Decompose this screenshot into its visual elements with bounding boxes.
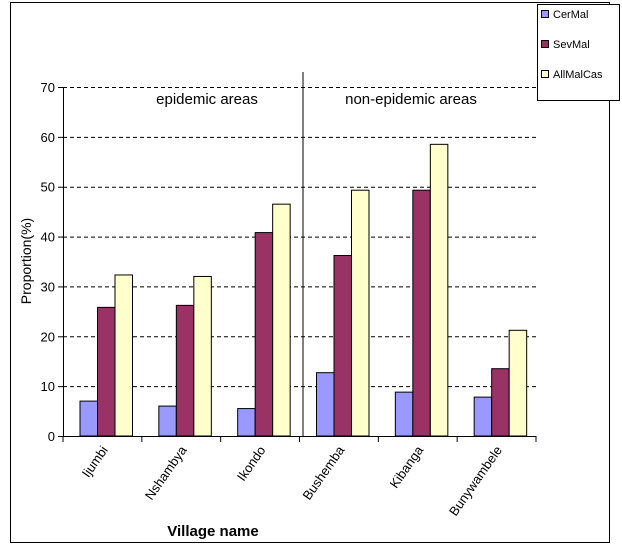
y-tick-label: 40 — [41, 230, 55, 245]
legend-swatch-allmalcas — [541, 70, 549, 78]
bar-cermal-nshambya — [158, 405, 177, 437]
bar-cermal-bushemba — [316, 372, 335, 437]
bar-cermal-ikondo — [237, 408, 256, 437]
bar-allmalcas-bunywambele — [508, 329, 528, 437]
legend-label-cermal: CerMal — [553, 9, 588, 21]
y-tick-label: 0 — [48, 429, 55, 444]
y-tick-label: 50 — [41, 180, 55, 195]
bar-sevmal-bushemba — [333, 255, 352, 437]
bar-cermal-kibanga — [394, 391, 414, 437]
chart-border — [10, 2, 610, 543]
y-tick-label: 30 — [41, 279, 55, 294]
legend-swatch-cermal — [541, 10, 549, 18]
bar-sevmal-ikondo — [254, 232, 274, 437]
legend: CerMal SevMal AllMalCas — [537, 4, 620, 101]
y-tick-label: 60 — [41, 130, 55, 145]
bar-allmalcas-bushemba — [351, 189, 370, 437]
x-axis-label: Village name — [167, 523, 258, 540]
bar-allmalcas-ikondo — [272, 203, 291, 437]
bar-allmalcas-nshambya — [193, 275, 212, 437]
legend-label-allmalcas: AllMalCas — [553, 69, 603, 81]
y-tick-label: 10 — [41, 379, 55, 394]
gridlines — [63, 87, 536, 388]
bar-sevmal-bunywambele — [491, 368, 510, 437]
legend-label-sevmal: SevMal — [553, 39, 590, 51]
bar-cermal-bunywambele — [473, 396, 493, 437]
bars — [79, 143, 528, 437]
y-axis-label: Proportion(%) — [18, 218, 34, 304]
legend-swatch-sevmal — [541, 40, 549, 48]
bar-cermal-ijumbi — [79, 400, 98, 437]
bar-allmalcas-kibanga — [429, 143, 449, 437]
bar-sevmal-kibanga — [412, 189, 431, 437]
annotation-epidemic-areas: epidemic areas — [156, 91, 258, 108]
bar-allmalcas-ijumbi — [114, 274, 133, 437]
annotation-non-epidemic-areas: non-epidemic areas — [345, 91, 477, 108]
bar-sevmal-ijumbi — [97, 306, 116, 437]
bar-sevmal-nshambya — [175, 304, 195, 437]
y-tick-label: 70 — [41, 80, 55, 95]
y-tick-label: 20 — [41, 329, 55, 344]
legend-box — [537, 4, 620, 101]
